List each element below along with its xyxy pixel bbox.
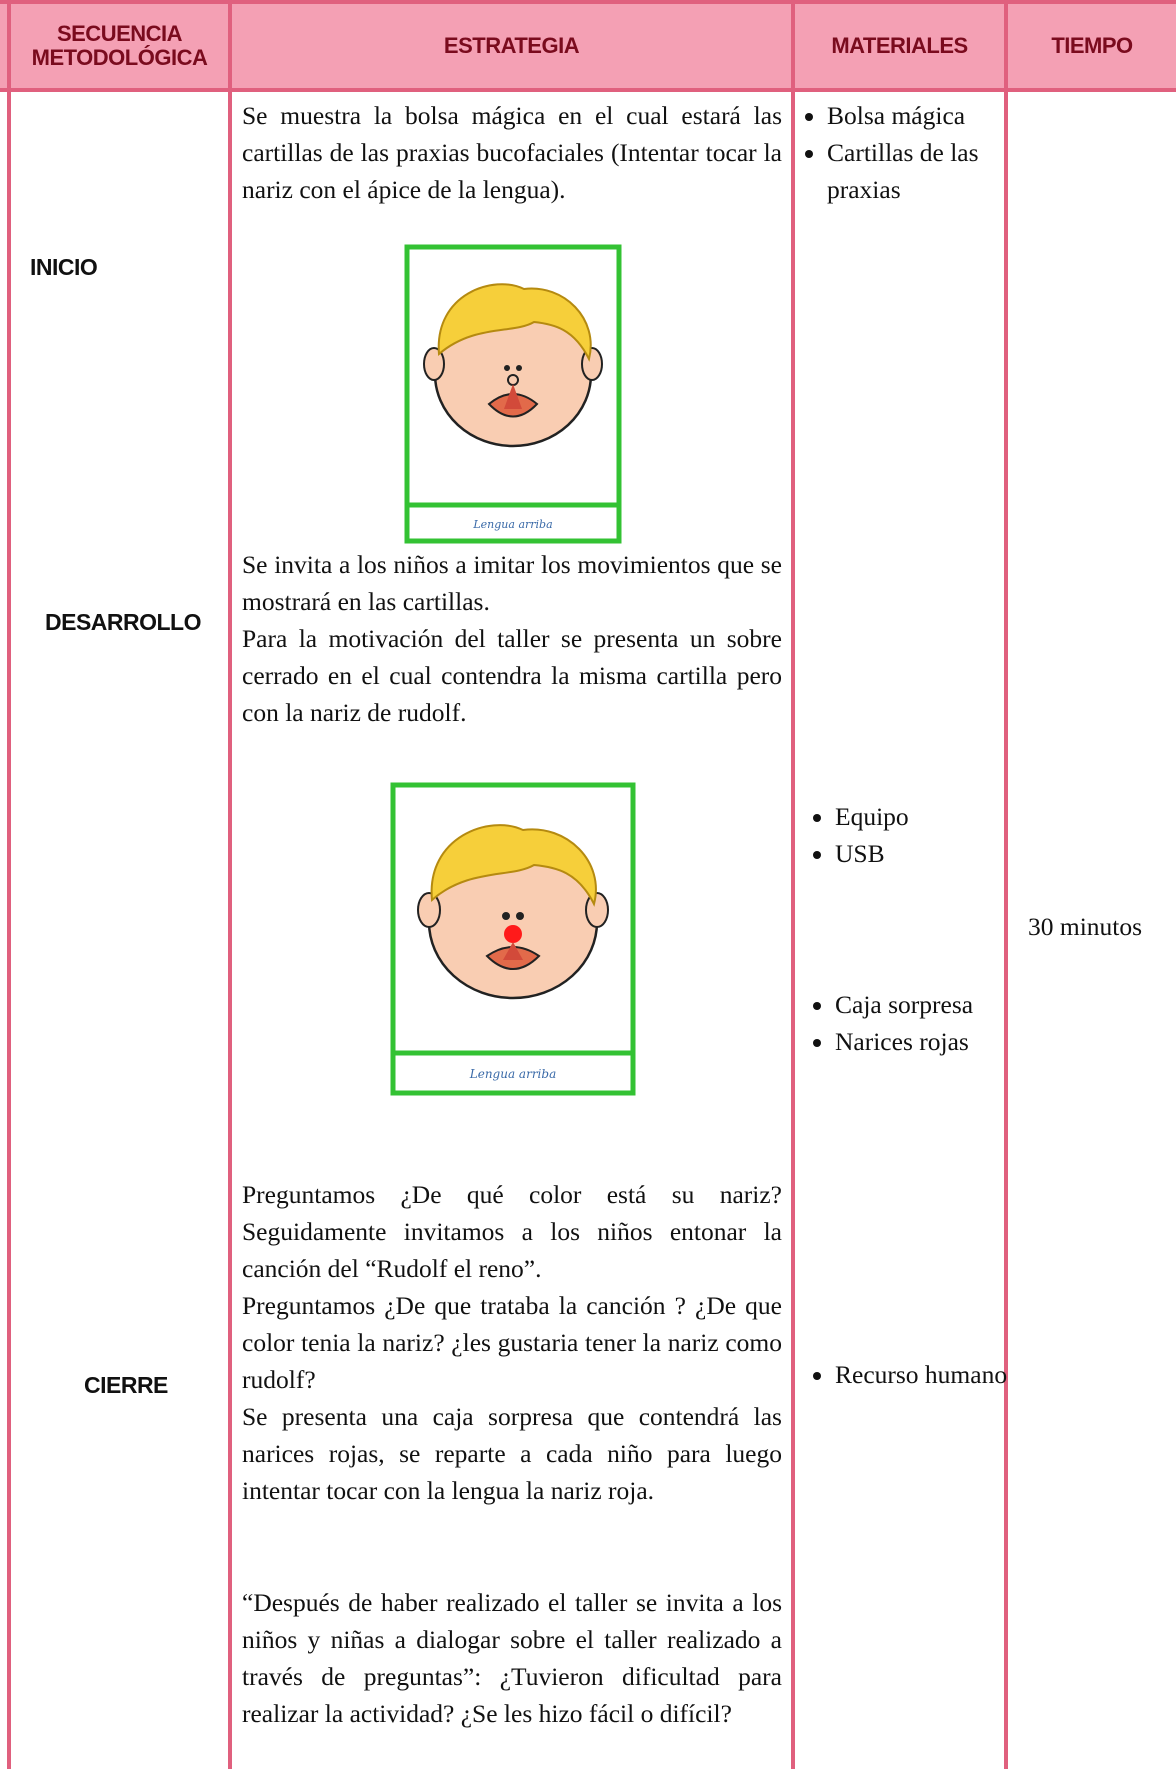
material-item: Bolsa mágica [827,97,1017,134]
strategy-text: Se invita a los niños a imitar los movim… [242,546,782,731]
materials-list: Recurso humano [805,1356,1025,1393]
header-cell: SECUENCIA METODOLÓGICA [31,21,208,70]
time-value: 30 minutos [1028,912,1143,941]
strategy-text: Se muestra la bolsa mágica en el cual es… [242,97,782,208]
materials-list: EquipoUSB [805,798,1025,872]
header-cell: ESTRATEGIA [443,33,580,58]
paragraph: “Después de haber realizado el taller se… [242,1588,782,1728]
material-item: Cartillas de las praxias [827,134,1017,208]
paragraph: Se muestra la bolsa mágica en el cual es… [242,101,782,204]
material-item: Caja sorpresa [835,986,1025,1023]
stage-label: INICIO [30,254,98,280]
border [7,0,11,1769]
paragraph: Preguntamos ¿De qué color está su nariz?… [242,1180,782,1283]
card-caption: Lengua arriba [469,1067,556,1081]
stage-label: CIERRE [84,1372,168,1398]
material-item: Narices rojas [835,1023,1025,1060]
paragraph: Para la motivación del taller se present… [242,624,782,727]
strategy-text: Preguntamos ¿De qué color está su nariz?… [242,1176,782,1509]
paragraph: Se invita a los niños a imitar los movim… [242,550,782,616]
stage-label: DESARROLLO [45,609,202,635]
card-caption: Lengua arriba [472,518,552,531]
material-item: Equipo [835,798,1025,835]
header-cell: TIEMPO [1051,33,1133,58]
header-row [0,0,1176,92]
materials-list: Caja sorpresaNarices rojas [805,986,1025,1060]
paragraph: Se presenta una caja sorpresa que conten… [242,1402,782,1505]
paragraph: Preguntamos ¿De que trataba la canción ?… [242,1291,782,1394]
border [791,0,795,1769]
border [1004,0,1008,1769]
strategy-text: “Después de haber realizado el taller se… [242,1584,782,1732]
border [228,0,232,1769]
praxia-card: Lengua arriba [404,244,622,544]
material-item: Recurso humano [835,1356,1025,1393]
material-item: USB [835,835,1025,872]
praxia-card: Lengua arriba [390,782,636,1096]
header-cell: MATERIALES [831,33,968,58]
materials-list: Bolsa mágicaCartillas de las praxias [805,97,1017,208]
